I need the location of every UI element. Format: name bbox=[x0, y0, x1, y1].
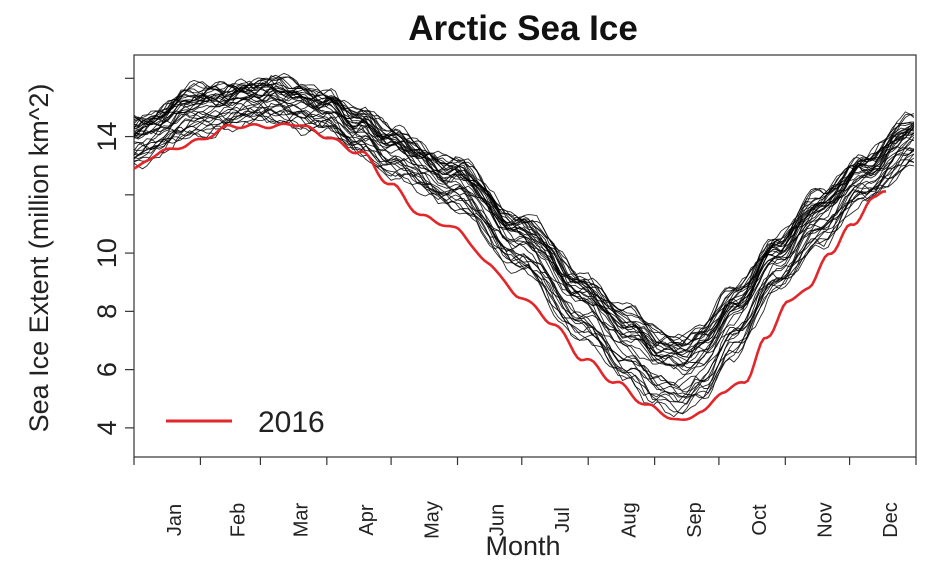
y-tick-label: 14 bbox=[92, 122, 122, 152]
y-tick-label: 8 bbox=[92, 304, 122, 319]
background-series-line bbox=[133, 102, 915, 399]
x-tick-label-dec: Dec bbox=[880, 502, 902, 538]
x-tick-label-jan: Jan bbox=[164, 504, 186, 536]
background-series-line bbox=[133, 111, 915, 418]
background-series-line bbox=[133, 83, 915, 367]
x-tick-label-jul: Jul bbox=[552, 507, 574, 533]
background-series-line bbox=[133, 106, 915, 404]
background-series-line bbox=[133, 78, 915, 347]
legend: 2016 bbox=[166, 406, 325, 439]
background-series-line bbox=[133, 92, 915, 370]
background-series-line bbox=[134, 86, 915, 362]
background-series-line bbox=[133, 79, 915, 348]
x-tick-label-may: May bbox=[421, 501, 443, 539]
y-tick-label: 6 bbox=[92, 362, 122, 377]
legend-label-2016: 2016 bbox=[258, 406, 325, 439]
background-series-line bbox=[133, 76, 915, 347]
x-tick-label-apr: Apr bbox=[356, 504, 378, 535]
x-tick-label-sep: Sep bbox=[684, 502, 706, 538]
background-series-line bbox=[133, 72, 915, 341]
background-series-line bbox=[133, 105, 914, 395]
x-tick-label-feb: Feb bbox=[227, 503, 249, 537]
chart-title: Arctic Sea Ice bbox=[408, 9, 638, 48]
background-series-line bbox=[133, 95, 915, 386]
x-axis-label: Month bbox=[485, 531, 560, 561]
plot-area bbox=[133, 54, 917, 458]
y-axis: 4 6 8 10 14 bbox=[92, 77, 134, 435]
x-tick-label-aug: Aug bbox=[618, 502, 640, 538]
background-series-group bbox=[133, 72, 915, 418]
background-series-line bbox=[133, 85, 915, 353]
y-tick-label: 4 bbox=[92, 420, 122, 435]
x-tick-label-jun: Jun bbox=[487, 504, 509, 536]
background-series-line bbox=[133, 108, 915, 414]
background-series-line bbox=[133, 91, 914, 369]
series-line-2016 bbox=[133, 122, 887, 421]
background-series-line bbox=[133, 81, 915, 360]
x-axis: Jan Feb Mar Apr May Jun Jul Aug Sep Oct Nov Dec bbox=[133, 457, 917, 539]
y-axis-label: Sea Ice Extent (million km^2) bbox=[24, 84, 54, 433]
x-tick-label-oct: Oct bbox=[749, 504, 771, 536]
x-tick-label-mar: Mar bbox=[291, 502, 313, 537]
y-tick-label: 10 bbox=[92, 238, 122, 268]
x-tick-label-nov: Nov bbox=[814, 502, 836, 538]
